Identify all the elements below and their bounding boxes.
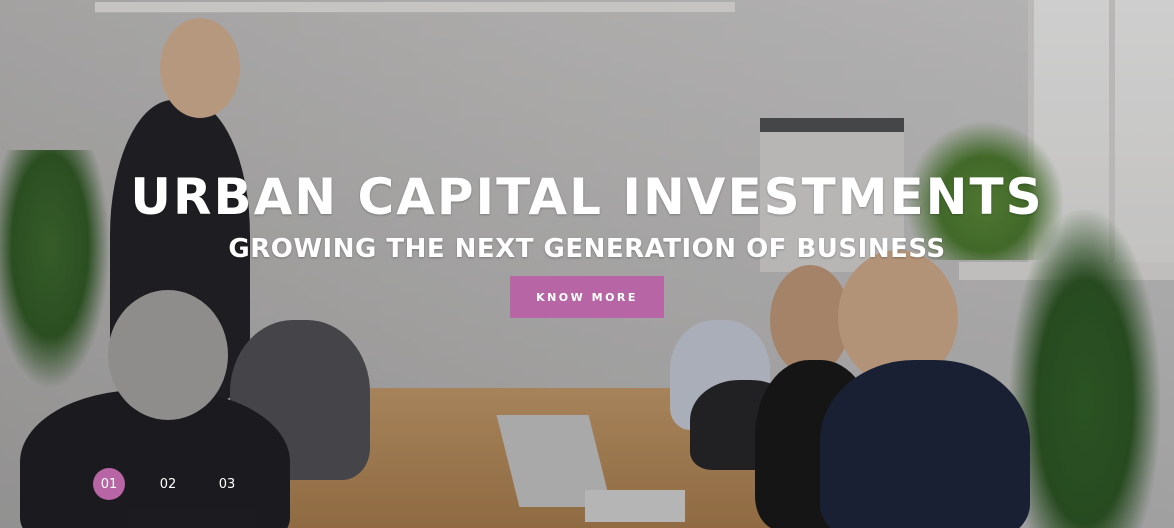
ceiling-edge [95,2,735,13]
laptop-keyboard [585,490,685,522]
person-foreground-left-head [108,290,228,420]
plant-right [1010,210,1160,528]
person-standing-head [160,18,240,118]
slider-dot-03[interactable]: 03 [218,476,236,492]
plant-left [0,150,110,390]
slider-dot-01[interactable]: 01 [93,468,125,500]
slider-dot-02[interactable]: 02 [159,476,177,492]
hero-title: URBAN CAPITAL INVESTMENTS [130,168,1044,226]
know-more-button[interactable]: KNOW MORE [510,276,664,318]
flipchart-board [760,118,904,272]
person-foreground-right [820,360,1030,528]
person-seated-woman-head [770,265,850,375]
hero-subtitle: GROWING THE NEXT GENERATION OF BUSINESS [228,234,946,264]
slider-pagination: 01 02 03 [93,468,270,500]
